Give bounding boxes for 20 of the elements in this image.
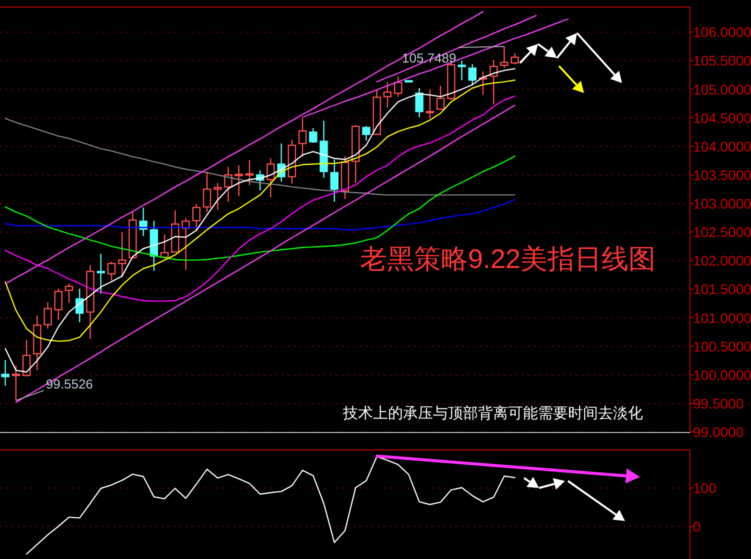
y-tick-label: 105.5000 [693, 52, 751, 69]
y-tick-label: 99.5000 [693, 395, 744, 412]
annotation: 99.5526 [46, 376, 93, 392]
y-tick-label: 105.0000 [693, 81, 751, 98]
y-tick-label: 101.0000 [693, 310, 751, 326]
y-tick-label: 104.0000 [693, 138, 751, 154]
y-tick-label: 0 [693, 518, 701, 534]
y-tick-label: 101.5000 [693, 281, 751, 298]
y-tick-label: 100.5000 [693, 338, 751, 354]
y-tick-label: 102.5000 [693, 224, 751, 240]
y-tick-label: 102.0000 [693, 252, 751, 269]
y-tick-label: 104.5000 [693, 110, 751, 126]
y-tick-label: 103.0000 [693, 196, 751, 212]
y-tick-label: 106.0000 [693, 24, 751, 40]
y-tick-label: 100 [693, 480, 717, 496]
annotation: 老黑策略9.22美指日线图 [360, 244, 656, 274]
y-tick-label: 99.0000 [693, 424, 744, 440]
y-tick-label: 103.5000 [693, 166, 751, 183]
y-tick-label: 100.0000 [693, 366, 751, 383]
annotation: 技术上的承压与顶部背离可能需要时间去淡化 [342, 405, 643, 422]
